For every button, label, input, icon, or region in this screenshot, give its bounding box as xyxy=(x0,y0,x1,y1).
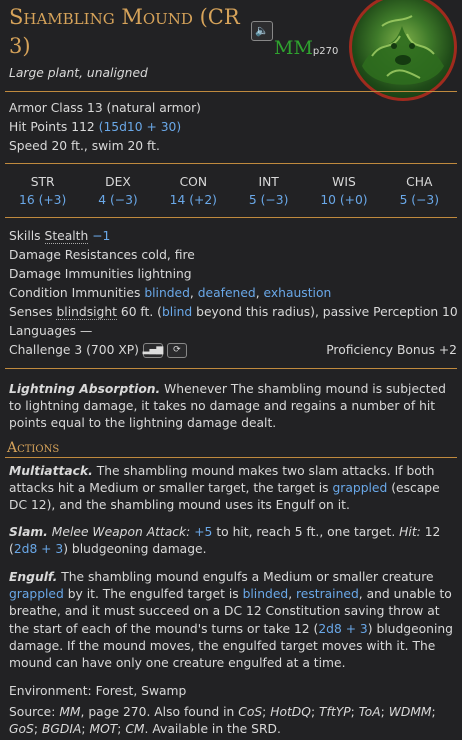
condition-link[interactable]: exhaustion xyxy=(263,286,332,300)
ability-roll[interactable]: 5 (−3) xyxy=(248,193,289,208)
damage-roll[interactable]: 2d8 + 3 xyxy=(13,542,64,557)
armor-class: Armor Class 13 (natural armor) xyxy=(9,101,201,115)
divider xyxy=(5,457,457,458)
source-abbr: MM xyxy=(274,37,313,59)
speaker-icon[interactable]: 🔈 xyxy=(251,21,273,41)
source-info: Source: MM, page 270. Also found in CoS;… xyxy=(9,705,436,737)
ability-con: CON 14 (+2) xyxy=(156,173,231,210)
senses: Senses blindsight 60 ft. (blind beyond t… xyxy=(9,305,458,320)
hit-points: Hit Points 112 (15d10 + 30) xyxy=(9,120,182,134)
ability-cha: CHA 5 (−3) xyxy=(382,173,457,210)
attack-roll[interactable]: +5 xyxy=(194,525,213,539)
creature-type: Large plant, unaligned xyxy=(9,66,148,80)
ability-dex: DEX 4 (−3) xyxy=(80,173,155,210)
sense-blindsight[interactable]: blindsight xyxy=(56,305,117,320)
action-engulf: Engulf. The shambling mound engulfs a Me… xyxy=(9,570,453,671)
ability-roll[interactable]: 10 (+0) xyxy=(320,193,368,208)
damage-roll[interactable]: 2d8 + 3 xyxy=(318,621,368,636)
action-slam: Slam. Melee Weapon Attack: +5 to hit, re… xyxy=(9,525,441,557)
hp-dice-roll[interactable]: (15d10 + 30) xyxy=(98,120,182,134)
condition-link[interactable]: blinded xyxy=(242,587,289,602)
condition-link[interactable]: blind xyxy=(161,305,193,319)
ability-roll[interactable]: 16 (+3) xyxy=(19,193,67,208)
creature-portrait[interactable] xyxy=(349,0,457,101)
refresh-icon[interactable]: ⟳ xyxy=(166,343,187,358)
creature-name: Shambling Mound (CR 3) xyxy=(9,5,240,58)
source-page: p270 xyxy=(312,46,339,57)
divider xyxy=(5,163,457,164)
damage-immunities: Damage Immunities lightning xyxy=(9,267,192,281)
condition-link[interactable]: restrained xyxy=(296,587,359,602)
trait-lightning-absorption: Lightning Absorption. Whenever The shamb… xyxy=(9,382,446,431)
speed: Speed 20 ft., swim 20 ft. xyxy=(9,139,160,153)
source-tag[interactable]: MMp270 xyxy=(274,34,338,63)
damage-resistances: Damage Resistances cold, fire xyxy=(9,248,195,262)
ability-roll[interactable]: 5 (−3) xyxy=(399,193,440,208)
skill-stealth[interactable]: Stealth xyxy=(44,229,89,244)
condition-link[interactable]: grappled xyxy=(332,481,388,496)
condition-immunities: Condition Immunities blinded, deafened, … xyxy=(9,286,332,300)
proficiency-bonus: Proficiency Bonus +2 xyxy=(326,343,457,357)
condition-link[interactable]: deafened xyxy=(197,286,256,300)
environment: Environment: Forest, Swamp xyxy=(9,684,187,698)
challenge: Challenge 3 (700 XP) ▂▄▆ ⟳ xyxy=(9,341,187,359)
action-multiattack: Multiattack. The shambling mound makes t… xyxy=(9,464,440,513)
condition-link[interactable]: grappled xyxy=(9,587,64,602)
ability-roll[interactable]: 14 (+2) xyxy=(169,193,217,208)
divider xyxy=(5,217,457,218)
actions-heading: Actions xyxy=(7,440,60,456)
ability-int: INT 5 (−3) xyxy=(231,173,306,210)
ability-str: STR 16 (+3) xyxy=(5,173,80,210)
skill-roll[interactable]: −1 xyxy=(92,229,111,243)
ability-wis: WIS 10 (+0) xyxy=(306,173,381,210)
languages: Languages — xyxy=(9,324,93,338)
ability-roll[interactable]: 4 (−3) xyxy=(98,193,138,208)
condition-link[interactable]: blinded xyxy=(144,286,190,300)
ability-scores: STR 16 (+3) DEX 4 (−3) CON 14 (+2) INT 5 (−3… xyxy=(5,173,457,210)
divider xyxy=(5,91,457,92)
skills: Skills Stealth −1 xyxy=(9,229,111,244)
divider xyxy=(5,368,457,369)
signal-bars-icon[interactable]: ▂▄▆ xyxy=(143,343,163,358)
